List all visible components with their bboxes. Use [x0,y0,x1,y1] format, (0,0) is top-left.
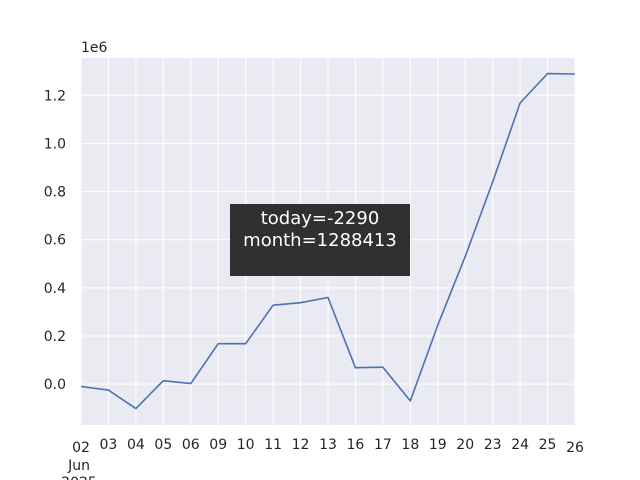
y-axis-ticks: 0.0 0.2 0.4 0.6 0.8 1.0 1.2 [44,88,66,393]
x-axis-date-label: Jun 2025 [61,458,97,480]
x-tick-label: 17 [374,437,392,453]
x-tick-label: 26 [566,440,584,456]
x-tick-label: 16 [347,437,365,453]
y-tick-label: 0.4 [44,281,66,297]
series [80,72,576,410]
x-tick-label: 09 [209,437,227,453]
y-tick-label: 0.0 [44,377,66,393]
y-tick-label: 0.2 [44,329,66,345]
y-axis-offset-label: 1e6 [81,40,108,56]
x-tick-label: 12 [292,437,310,453]
x-tick-label: 03 [100,437,118,453]
y-tick-label: 0.6 [44,233,66,249]
x-tick-label: 10 [237,437,255,453]
x-tick-label: 11 [264,437,282,453]
x-tick-label: 24 [511,437,529,453]
x-tick-label: 18 [401,437,419,453]
x-tick-label: 02 [72,440,90,456]
y-tick-label: 1.2 [44,88,66,104]
x-tick-label: 04 [127,437,145,453]
x-tick-label: 13 [319,437,337,453]
annotation-line: month=1288413 [243,230,397,251]
annotation-line: today=-2290 [261,208,380,229]
annotation-box: today=-2290 month=1288413 [230,204,410,276]
x-tick-label: 23 [484,437,502,453]
x-tick-label: 25 [539,437,557,453]
x-axis-ticks: 02 03 04 05 06 09 10 11 12 13 16 17 18 19 20 23 24 25 26 [72,437,584,456]
x-date-year-label: 2025 [61,475,97,480]
x-tick-label: 05 [154,437,172,453]
x-date-month-label: Jun [67,458,90,474]
x-tick-label: 06 [182,437,200,453]
annotation-background [230,204,410,276]
x-tick-label: 19 [429,437,447,453]
y-tick-label: 0.8 [44,185,66,201]
y-tick-label: 1.0 [44,136,66,152]
x-tick-label: 20 [456,437,474,453]
series-line [80,72,576,410]
